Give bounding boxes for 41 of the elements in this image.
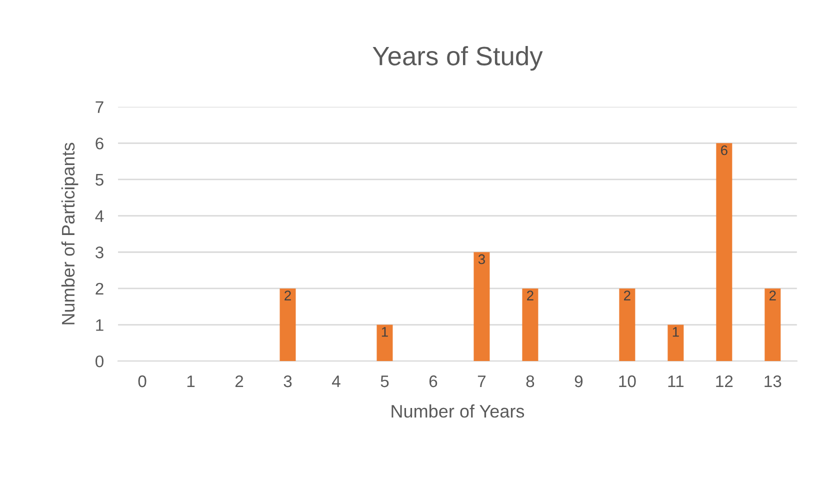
x-tick-label: 0 — [138, 375, 146, 388]
x-tick-label: 13 — [764, 375, 782, 388]
x-tick-label: 12 — [716, 375, 733, 388]
y-tick-label: 3 — [96, 246, 104, 258]
x-tick-label: 8 — [526, 375, 534, 388]
x-tick-label: 10 — [619, 375, 636, 388]
data-label: 2 — [769, 290, 776, 300]
data-label: 2 — [527, 290, 534, 300]
x-tick-label: 4 — [332, 376, 340, 388]
y-tick-label: 5 — [96, 174, 104, 186]
x-tick-label: 1 — [187, 376, 195, 388]
y-tick-label: 4 — [95, 210, 104, 222]
bar — [280, 288, 296, 362]
x-axis-title: Number of Years — [392, 404, 524, 418]
y-axis-title: Number of Participants — [61, 142, 78, 324]
bar — [668, 324, 684, 362]
x-tick-label: 7 — [478, 376, 486, 388]
x-tick-label: 9 — [574, 375, 583, 388]
x-tick-label: 3 — [284, 375, 292, 388]
data-label: 1 — [382, 327, 388, 337]
bar — [764, 288, 781, 362]
y-tick-label: 2 — [96, 282, 104, 294]
data-label: 1 — [672, 327, 679, 337]
x-tick-label: 11 — [668, 376, 684, 388]
chart-title: Years of Study — [372, 46, 543, 71]
bar — [619, 288, 636, 362]
data-label: 3 — [478, 254, 485, 264]
data-label: 6 — [721, 145, 728, 156]
data-label: 2 — [624, 290, 630, 300]
y-tick-label: 0 — [96, 355, 104, 368]
bar — [474, 252, 490, 362]
x-tick-label: 2 — [235, 375, 244, 388]
y-tick-label: 7 — [96, 101, 104, 113]
x-tick-label: 6 — [429, 375, 438, 388]
bar — [522, 288, 538, 362]
data-label: 2 — [284, 290, 291, 300]
bar — [716, 143, 732, 362]
y-tick-label: 6 — [96, 138, 104, 150]
bar — [376, 324, 393, 362]
y-tick-label: 1 — [96, 319, 104, 331]
x-tick-label: 5 — [380, 376, 389, 388]
